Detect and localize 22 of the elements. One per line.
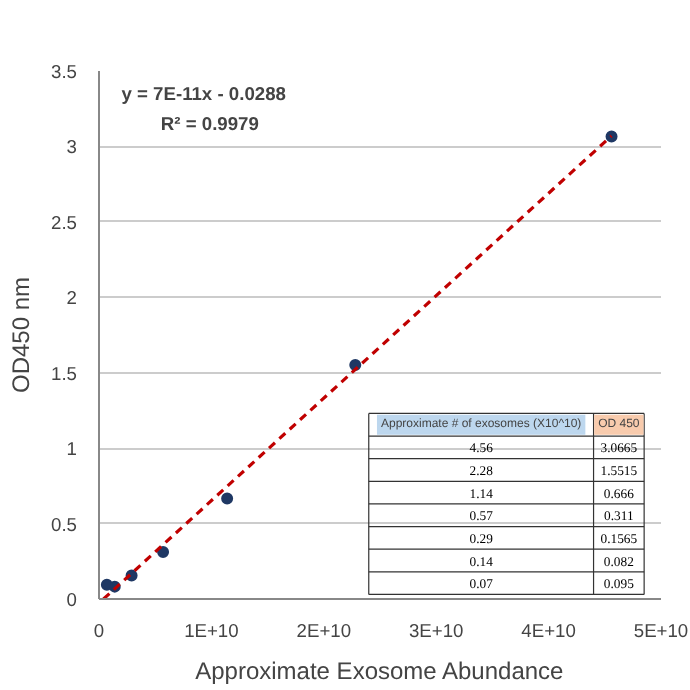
- y-tick-label: 3: [66, 137, 78, 158]
- annotation: R² = 0.9979: [160, 114, 259, 135]
- x-tick-label: 0: [93, 621, 105, 641]
- y-tick-label: 3.5: [51, 62, 77, 82]
- y-tick-label: 0.5: [51, 514, 77, 535]
- x-tick-label: 5E+10: [633, 621, 689, 641]
- y-tick-label: 1: [66, 439, 78, 460]
- y-axis-title: OD450 nm: [7, 276, 36, 394]
- point: [157, 546, 170, 559]
- x-axis-title: Approximate Exosome Abundance: [195, 657, 565, 685]
- y-tick-label: 1.5: [51, 363, 77, 384]
- point: [221, 492, 234, 505]
- y-tick-label: 2: [66, 288, 78, 309]
- y-tick-label: 2.5: [51, 212, 77, 233]
- x-tick-label: 3E+10: [408, 621, 464, 641]
- x-tick-label: 4E+10: [521, 621, 576, 641]
- y-tick-label: 0: [66, 590, 78, 610]
- x-tick-label: 2E+10: [296, 621, 352, 641]
- x-tick-label: 1E+10: [184, 621, 239, 641]
- point: [605, 130, 618, 143]
- point: [100, 578, 113, 591]
- annotation: y = 7E-11x - 0.0288: [121, 84, 286, 105]
